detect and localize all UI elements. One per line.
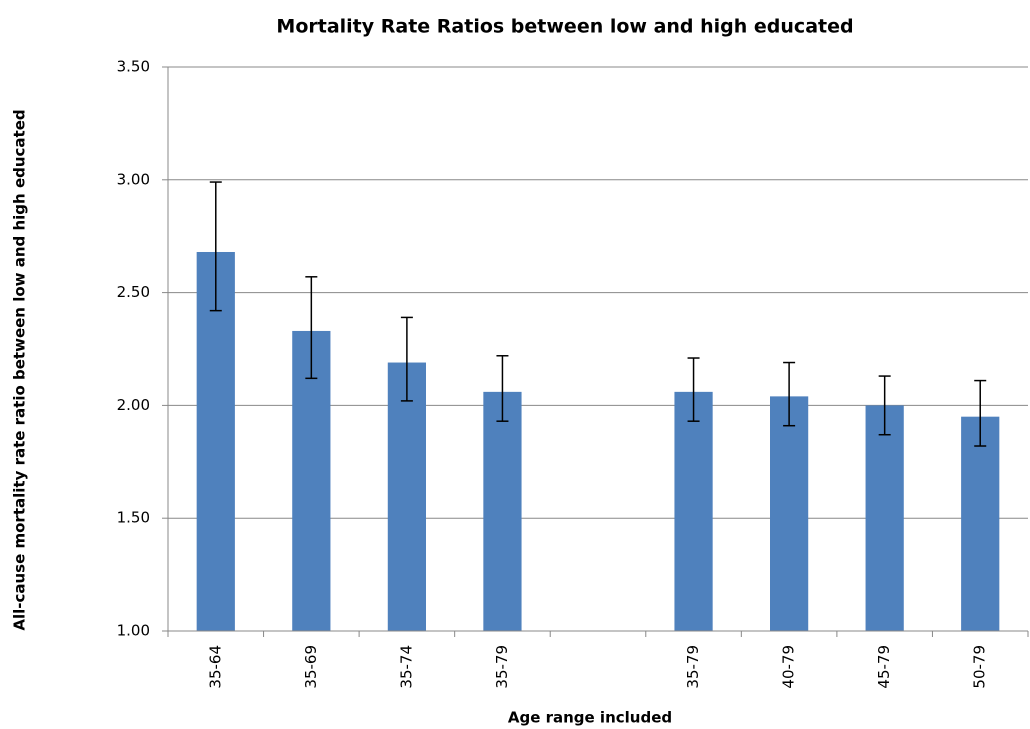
bar	[483, 391, 522, 631]
y-axis-title: All-cause mortality rate ratio between l…	[11, 109, 29, 630]
y-tick-label: 2.50	[117, 283, 150, 301]
bar	[770, 396, 809, 631]
x-tick-label: 35-74	[397, 645, 415, 689]
x-tick-label: 35-79	[493, 645, 511, 689]
x-tick-label: 45-79	[875, 645, 893, 689]
y-tick-label: 1.00	[117, 622, 150, 640]
x-tick-label: 35-64	[206, 645, 224, 689]
y-tick-label: 3.00	[117, 170, 150, 188]
bar	[387, 362, 426, 631]
bar	[196, 251, 235, 631]
x-tick-label: 40-79	[780, 645, 798, 689]
x-tick-label: 35-69	[302, 645, 320, 689]
bar	[292, 330, 331, 631]
y-tick-label: 1.50	[117, 509, 150, 527]
bar	[674, 391, 713, 631]
x-axis-title: Age range included	[508, 709, 672, 727]
y-tick-label: 3.50	[117, 58, 150, 76]
bar	[865, 405, 904, 631]
bar	[961, 416, 1000, 631]
y-tick-label: 2.00	[117, 396, 150, 414]
chart-title: Mortality Rate Ratios between low and hi…	[276, 16, 853, 38]
x-tick-label: 35-79	[684, 645, 702, 689]
x-tick-label: 50-79	[971, 645, 989, 689]
